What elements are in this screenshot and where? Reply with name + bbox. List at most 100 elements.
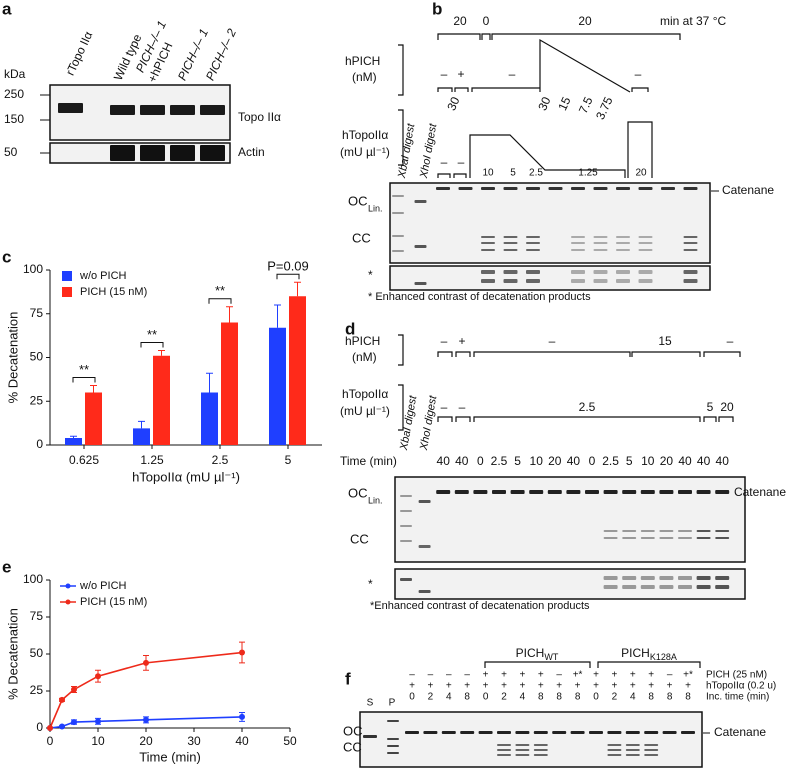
gel-band (638, 187, 653, 190)
gel-band (481, 270, 495, 274)
point (95, 718, 101, 725)
cell: + (611, 670, 617, 681)
gel-band (481, 242, 495, 244)
y-tick-label: 50 (30, 646, 44, 660)
label: hPICH (345, 334, 380, 348)
gel-band (547, 490, 562, 494)
gel-band (405, 731, 419, 734)
gel-band (622, 530, 637, 532)
gel-band (625, 754, 640, 756)
gel-band (526, 279, 540, 283)
label: – (458, 155, 465, 169)
gel-band (640, 576, 655, 580)
label: – (549, 334, 556, 348)
gel-band (570, 731, 585, 734)
time-label: 40 (567, 454, 581, 468)
gel-band (526, 236, 540, 238)
value-label: 10 (482, 168, 494, 179)
gel-band (414, 245, 427, 248)
gel-band (58, 103, 83, 113)
gel-band (400, 525, 412, 527)
gel-band (458, 187, 473, 190)
gel-band (392, 212, 404, 214)
gel-band (423, 731, 438, 734)
gel-band (659, 530, 674, 532)
label: – (727, 334, 734, 348)
error-bar (90, 385, 97, 393)
time-label: 0 (477, 454, 484, 468)
value-label: 20 (635, 168, 647, 179)
value-label: 20 (720, 400, 734, 414)
point (143, 716, 149, 723)
cell: +* (683, 670, 693, 681)
gel-band (678, 490, 692, 494)
cell: 4 (630, 692, 636, 703)
gel-band (622, 490, 637, 494)
significance-bracket (276, 273, 300, 280)
gel-band (566, 490, 581, 494)
bar (269, 327, 286, 445)
gel-band (526, 242, 540, 244)
gel-band (681, 731, 695, 734)
gel-band (715, 585, 730, 589)
gel-band (170, 145, 195, 161)
legend-label: w/o PICH (79, 270, 127, 282)
point (59, 723, 65, 730)
label: (nM) (352, 70, 377, 84)
label: – (441, 155, 448, 169)
value-label: 7.5 (576, 94, 596, 115)
gel-band (418, 590, 431, 593)
label: – (509, 67, 516, 81)
gel-band (492, 490, 506, 494)
label: hTopoIIα (342, 387, 388, 401)
gel-band (140, 145, 165, 161)
gel-band (625, 749, 640, 751)
gel-band (497, 749, 511, 751)
gel-band (503, 279, 518, 283)
group-subscript: K128A (650, 652, 677, 662)
x-tick-label: 0.625 (69, 453, 99, 467)
gel-band (625, 744, 640, 746)
cell: 0 (593, 692, 599, 703)
gel-band (533, 731, 548, 734)
legend-marker (65, 583, 71, 589)
gel-band (387, 752, 399, 754)
gel-band (644, 749, 659, 751)
significance-bracket (140, 342, 164, 348)
gel-contrast (389, 265, 711, 291)
value-label: 2.5 (579, 400, 596, 414)
y-tick-label: 50 (30, 350, 44, 364)
cell: 8 (556, 692, 562, 703)
footnote: * Enhanced contrast of decatenation prod… (368, 291, 591, 303)
gel-band (715, 530, 730, 532)
gel-label: Lin. (368, 495, 383, 505)
line (49, 651, 243, 729)
value-label: 1.25 (578, 168, 598, 179)
gel-band (593, 242, 608, 244)
value-label: 2.5 (529, 168, 543, 179)
gel-band (622, 537, 637, 539)
cell: + (685, 681, 691, 692)
gel-band (387, 720, 399, 722)
error-bar (226, 306, 233, 323)
gel-label: OC (348, 485, 368, 500)
gel-band (616, 279, 630, 283)
cell: + (648, 670, 654, 681)
gel-band (715, 576, 730, 580)
label: – (441, 67, 448, 81)
gel-label: Catenane (734, 485, 786, 499)
gel-band (392, 235, 404, 237)
group-label: PICHWT (516, 646, 559, 662)
bar (133, 428, 150, 445)
cell: + (538, 670, 544, 681)
label: – (441, 400, 448, 414)
gel-band (603, 585, 618, 589)
cell: + (611, 681, 617, 692)
gel-band (503, 249, 518, 251)
error-bar (274, 304, 281, 328)
gel-band (683, 187, 698, 190)
cell: 2 (501, 692, 507, 703)
label: 0 (483, 14, 490, 28)
cell: + (519, 670, 525, 681)
